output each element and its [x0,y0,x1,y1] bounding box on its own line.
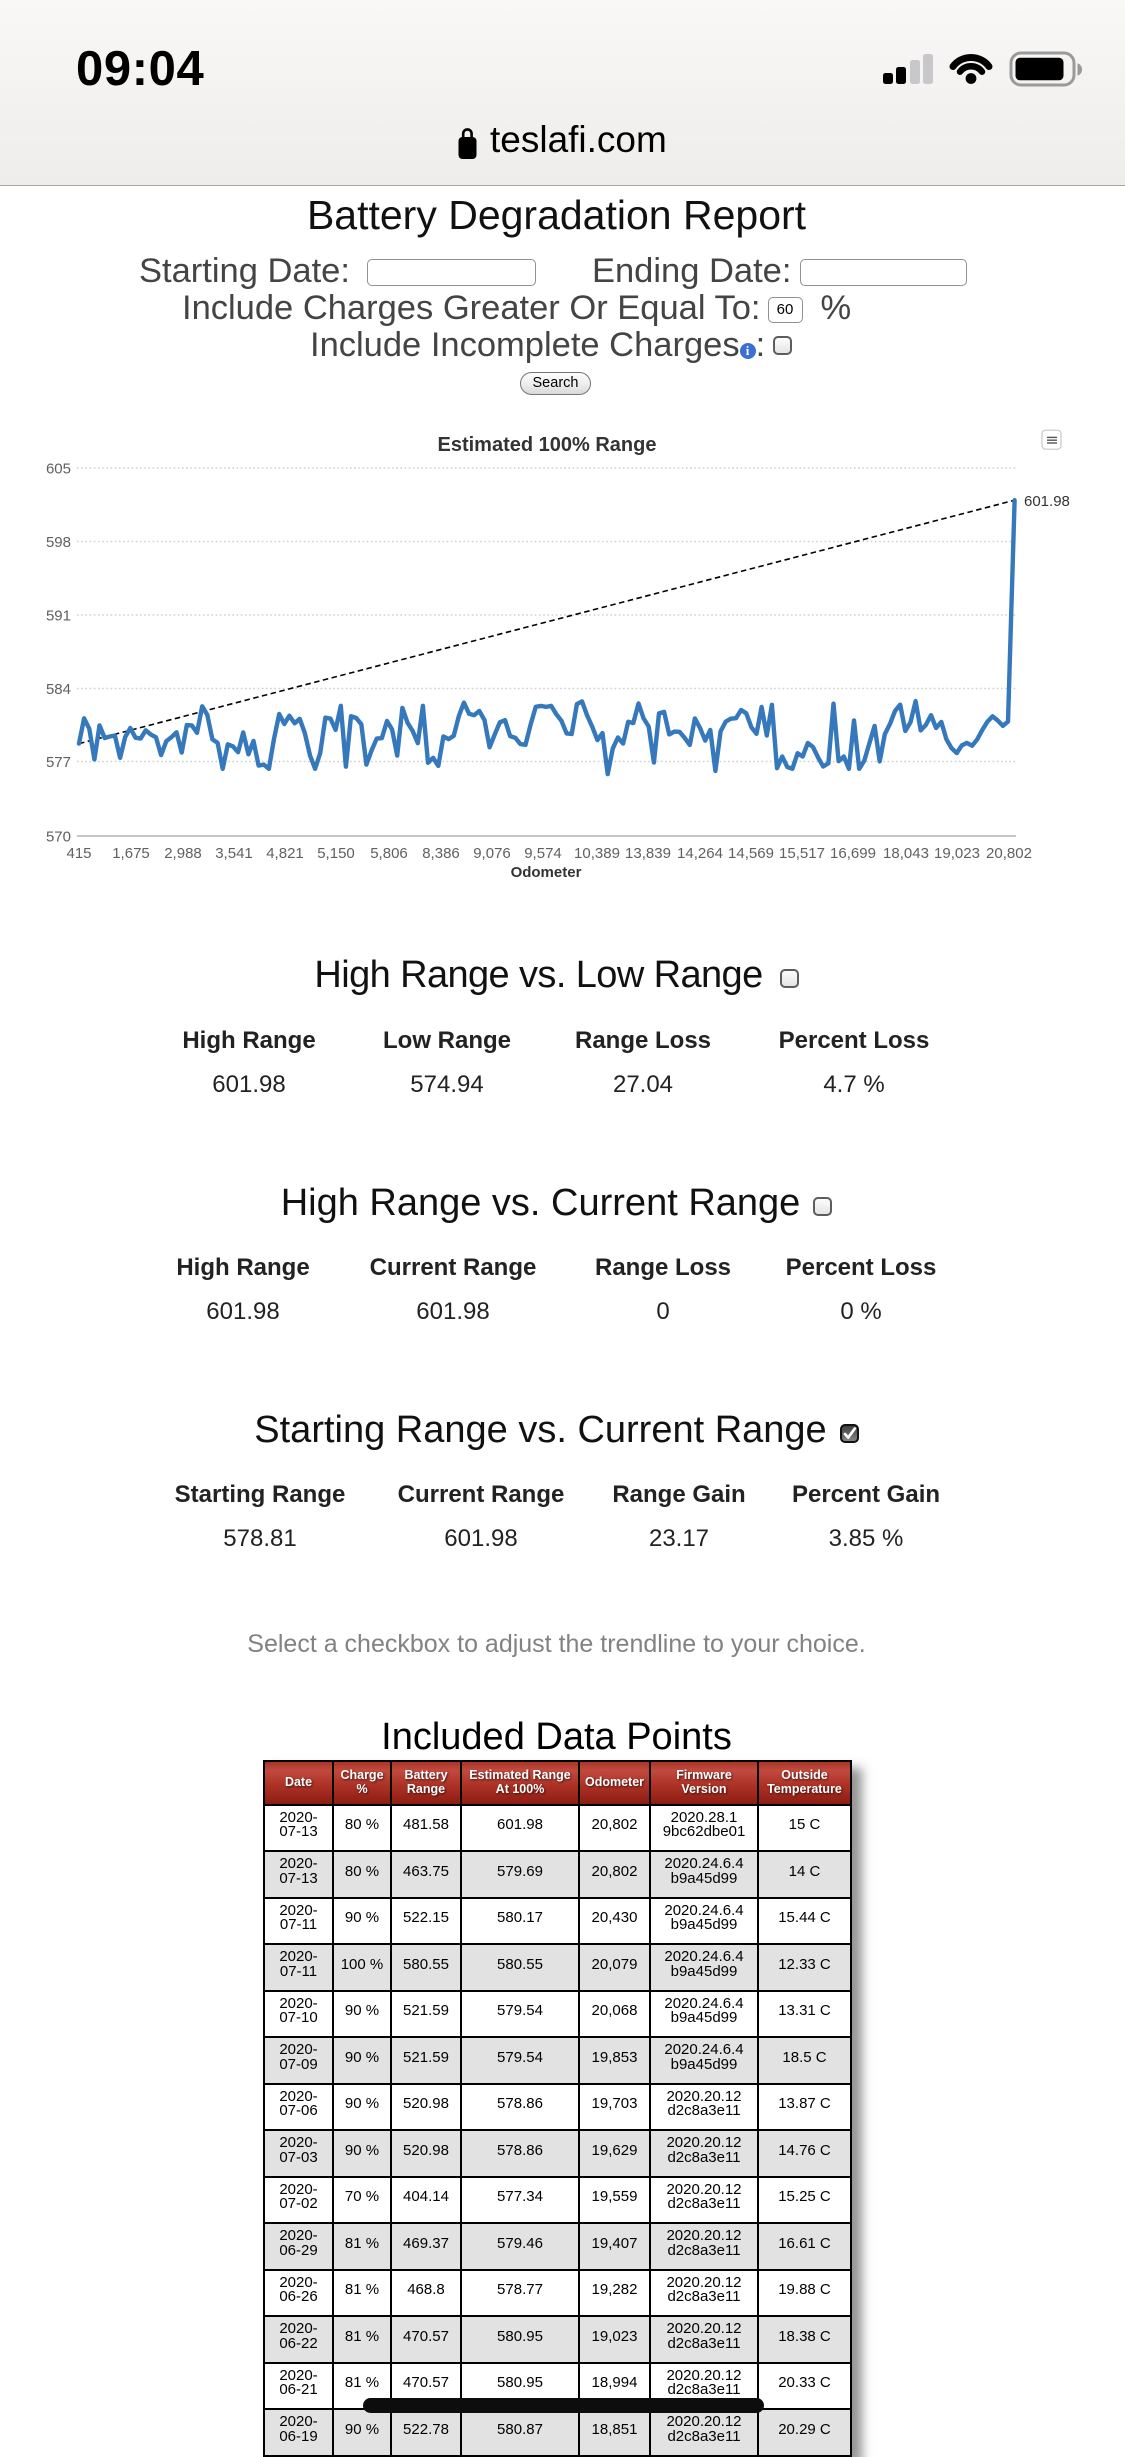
svg-text:14,264: 14,264 [677,845,723,862]
svg-text:5,150: 5,150 [317,845,355,862]
svg-text:598: 598 [46,534,71,551]
svg-text:601.98: 601.98 [1024,493,1070,510]
svg-text:18,043: 18,043 [883,845,929,862]
svg-text:15,517: 15,517 [779,845,825,862]
svg-text:4,821: 4,821 [266,845,304,862]
svg-text:13,839: 13,839 [625,845,671,862]
svg-text:605: 605 [46,461,71,478]
svg-text:3,541: 3,541 [215,845,253,862]
svg-text:591: 591 [46,608,71,625]
svg-text:Estimated 100% Range: Estimated 100% Range [438,434,657,456]
svg-text:577: 577 [46,754,71,771]
svg-text:570: 570 [46,829,71,846]
svg-text:16,699: 16,699 [830,845,876,862]
svg-text:Odometer: Odometer [511,864,582,881]
svg-text:14,569: 14,569 [728,845,774,862]
svg-text:9,574: 9,574 [524,845,562,862]
svg-text:9,076: 9,076 [473,845,511,862]
svg-text:415: 415 [66,845,91,862]
svg-text:8,386: 8,386 [422,845,460,862]
svg-text:584: 584 [46,681,71,698]
svg-text:5,806: 5,806 [370,845,408,862]
svg-text:2,988: 2,988 [164,845,202,862]
svg-text:20,802: 20,802 [986,845,1032,862]
svg-text:19,023: 19,023 [934,845,980,862]
svg-text:10,389: 10,389 [574,845,620,862]
svg-text:1,675: 1,675 [112,845,150,862]
